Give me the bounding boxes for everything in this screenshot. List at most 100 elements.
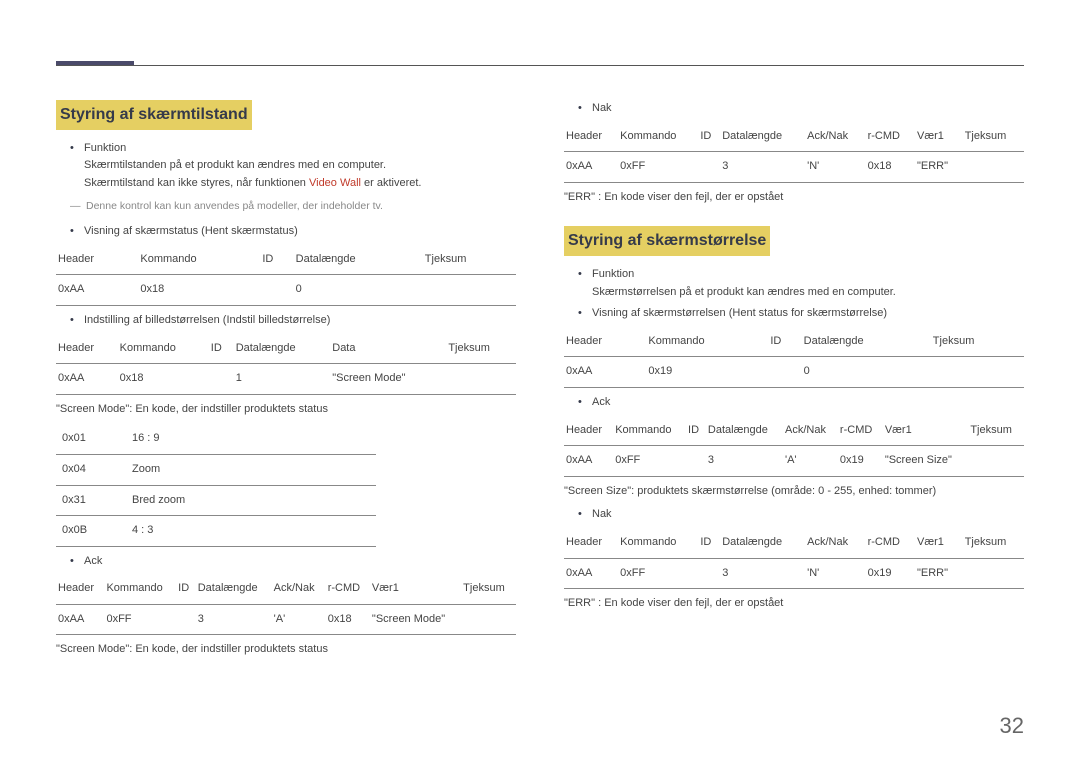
bullet-function: Funktion Skærmtilstanden på et produkt k… <box>70 140 516 193</box>
th: r-CMD <box>866 122 915 152</box>
th: Kommando <box>118 334 209 364</box>
th: Kommando <box>646 327 768 357</box>
th: Header <box>564 122 618 152</box>
th: Header <box>56 334 118 364</box>
th: Ack/Nak <box>805 122 865 152</box>
header-divider <box>56 65 1024 66</box>
td: 0x18 <box>326 604 370 635</box>
th: Kommando <box>618 122 698 152</box>
td: "ERR" <box>915 558 963 589</box>
td: 0x19 <box>866 558 915 589</box>
th: Kommando <box>613 416 686 446</box>
td <box>260 275 293 306</box>
td: "ERR" <box>915 152 963 183</box>
th: Tjeksum <box>968 416 1024 446</box>
bullet-nak: Nak <box>578 100 1024 118</box>
td: 0x18 <box>118 364 209 395</box>
th: Datalængde <box>720 528 805 558</box>
th: Header <box>56 574 104 604</box>
right-column: Nak Header Kommando ID Datalængde Ack/Na… <box>564 100 1024 665</box>
function-line1: Skærmtilstanden på et produkt kan ændres… <box>84 159 386 171</box>
td <box>686 446 706 477</box>
function-line2a: Skærmtilstand kan ikke styres, når funkt… <box>84 177 309 189</box>
td: 'N' <box>805 152 865 183</box>
note-tv-models: Denne kontrol kan kun anvendes på modell… <box>70 198 516 215</box>
td: 0xFF <box>618 558 698 589</box>
td <box>963 152 1024 183</box>
function-line2b: er aktiveret. <box>361 177 422 189</box>
td: 0x04 <box>56 454 126 485</box>
th: Kommando <box>138 245 260 275</box>
th: Ack/Nak <box>783 416 838 446</box>
th: ID <box>686 416 706 446</box>
th: Tjeksum <box>963 528 1024 558</box>
screen-mode-desc2: "Screen Mode": En kode, der indstiller p… <box>56 641 516 659</box>
table-ack-right: Header Kommando ID Datalængde Ack/Nak r-… <box>564 416 1024 477</box>
table-nak-1: Header Kommando ID Datalængde Ack/Nak r-… <box>564 122 1024 183</box>
th: ID <box>698 122 720 152</box>
th: Vær1 <box>370 574 461 604</box>
bullet-nak-2: Nak <box>578 506 1024 524</box>
function-label: Funktion <box>84 142 126 154</box>
screen-mode-desc: "Screen Mode": En kode, der indstiller p… <box>56 401 516 419</box>
td: Bred zoom <box>126 485 376 516</box>
table-view-size: Header Kommando ID Datalængde Tjeksum 0x… <box>564 327 1024 388</box>
td: 3 <box>706 446 783 477</box>
th: ID <box>176 574 196 604</box>
td: 0xAA <box>564 558 618 589</box>
td: 3 <box>720 558 805 589</box>
th: Datalængde <box>720 122 805 152</box>
err-desc-2: "ERR" : En kode viser den fejl, der er o… <box>564 595 1024 613</box>
td: 1 <box>234 364 331 395</box>
td: 'A' <box>272 604 326 635</box>
td: 0 <box>294 275 423 306</box>
td: 'N' <box>805 558 865 589</box>
table-mode-codes: 0x0116 : 9 0x04Zoom 0x31Bred zoom 0x0B4 … <box>56 424 376 546</box>
td: 4 : 3 <box>126 516 376 547</box>
th: Tjeksum <box>461 574 516 604</box>
th: Datalængde <box>196 574 272 604</box>
td: 0xFF <box>104 604 176 635</box>
bullet-view-size: Visning af skærmstørrelsen (Hent status … <box>578 305 1024 323</box>
td: 'A' <box>783 446 838 477</box>
td: 16 : 9 <box>126 424 376 454</box>
th: Header <box>564 327 646 357</box>
bullet-ack-2: Ack <box>578 394 1024 412</box>
section-title-screen-size: Styring af skærmstørrelse <box>564 226 770 256</box>
table-set-size: Header Kommando ID Datalængde Data Tjeks… <box>56 334 516 395</box>
td: 0x19 <box>646 357 768 388</box>
td <box>968 446 1024 477</box>
th: ID <box>698 528 720 558</box>
screen-size-desc: "Screen Size": produktets skærmstørrelse… <box>564 483 1024 501</box>
td: Zoom <box>126 454 376 485</box>
td: 0x31 <box>56 485 126 516</box>
th: Tjeksum <box>931 327 1024 357</box>
td <box>768 357 801 388</box>
page-number: 32 <box>1000 713 1024 739</box>
th: Header <box>56 245 138 275</box>
left-column: Styring af skærmtilstand Funktion Skærmt… <box>56 100 516 665</box>
th: Vær1 <box>883 416 969 446</box>
section-title-screen-mode: Styring af skærmtilstand <box>56 100 252 130</box>
th: ID <box>260 245 293 275</box>
td: 0x19 <box>838 446 883 477</box>
td: 0xFF <box>618 152 698 183</box>
th: Header <box>564 528 618 558</box>
td <box>461 604 516 635</box>
err-desc-1: "ERR" : En kode viser den fejl, der er o… <box>564 189 1024 207</box>
th: Tjeksum <box>963 122 1024 152</box>
th: Kommando <box>618 528 698 558</box>
td: 0xAA <box>56 364 118 395</box>
page-content: Styring af skærmtilstand Funktion Skærmt… <box>56 100 1024 665</box>
td: 0xFF <box>613 446 686 477</box>
td <box>698 558 720 589</box>
th: Datalængde <box>706 416 783 446</box>
td: 0xAA <box>56 275 138 306</box>
td: "Screen Size" <box>883 446 969 477</box>
th: Datalængde <box>802 327 931 357</box>
td: "Screen Mode" <box>370 604 461 635</box>
td: 0xAA <box>564 446 613 477</box>
th: r-CMD <box>866 528 915 558</box>
td <box>963 558 1024 589</box>
td: 3 <box>720 152 805 183</box>
